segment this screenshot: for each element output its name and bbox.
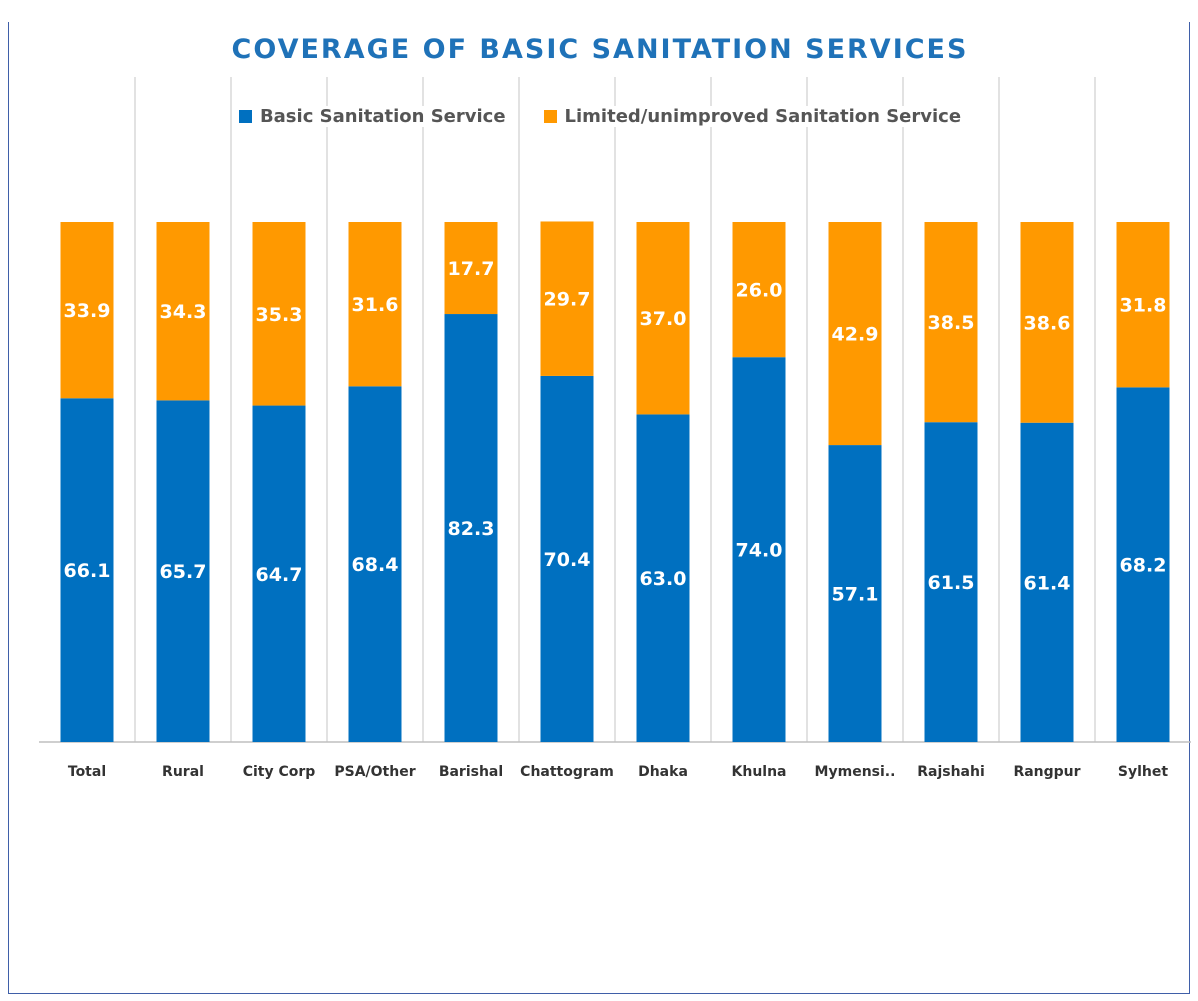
data-label: 68.4 bbox=[352, 554, 399, 576]
category-label: City Corp bbox=[243, 764, 316, 780]
category-label: Chattogram bbox=[520, 764, 614, 780]
data-label: 61.5 bbox=[928, 572, 975, 594]
bar-basic bbox=[828, 445, 882, 742]
data-label: 65.7 bbox=[160, 561, 207, 583]
data-label: 70.4 bbox=[544, 549, 591, 571]
data-label: 31.8 bbox=[1120, 295, 1167, 317]
data-label: 37.0 bbox=[640, 308, 687, 330]
bar-limited bbox=[252, 222, 306, 406]
chart-plot: 66.1 33.9 Total 65.7 34.3 Rural 64.7 35.3 City C… bbox=[39, 77, 1191, 780]
data-label: 33.9 bbox=[64, 300, 111, 322]
bar-basic bbox=[540, 375, 594, 742]
bar-basic bbox=[156, 400, 210, 742]
data-label: 68.2 bbox=[1120, 555, 1167, 577]
bar-limited bbox=[348, 222, 402, 387]
bar-basic bbox=[924, 422, 978, 742]
bar-basic bbox=[60, 398, 114, 742]
data-label: 38.5 bbox=[928, 312, 975, 334]
category-label: Mymensi.. bbox=[815, 764, 896, 780]
legend-swatch-basic bbox=[238, 110, 252, 123]
legend-item-basic: Basic Sanitation Service bbox=[234, 106, 510, 127]
data-label: 66.1 bbox=[64, 560, 111, 582]
bar-limited bbox=[540, 221, 594, 376]
data-label: 61.4 bbox=[1024, 572, 1071, 594]
bar-basic bbox=[732, 357, 786, 742]
bar-limited bbox=[444, 222, 498, 315]
category-label: Total bbox=[68, 764, 106, 780]
bar-limited bbox=[60, 222, 114, 399]
bar-limited bbox=[156, 222, 210, 401]
category-label: Dhaka bbox=[638, 764, 688, 780]
bar-limited bbox=[636, 222, 690, 415]
category-label: PSA/Other bbox=[334, 764, 415, 780]
legend-item-limited: Limited/unimproved Sanitation Service bbox=[539, 106, 966, 127]
bar-basic bbox=[348, 386, 402, 742]
data-label: 17.7 bbox=[448, 258, 495, 280]
category-label: Khulna bbox=[732, 764, 787, 780]
category-label: Barishal bbox=[439, 764, 503, 780]
data-label: 31.6 bbox=[352, 294, 399, 316]
legend-label-limited: Limited/unimproved Sanitation Service bbox=[564, 106, 962, 127]
bar-basic bbox=[252, 405, 306, 742]
legend-swatch-limited bbox=[543, 110, 557, 123]
data-label: 42.9 bbox=[832, 324, 879, 346]
chart-frame: 66.1 33.9 Total 65.7 34.3 Rural 64.7 35.3 City C… bbox=[8, 22, 1191, 994]
data-label: 38.6 bbox=[1024, 312, 1071, 334]
category-label: Rajshahi bbox=[917, 764, 985, 780]
bar-basic bbox=[1020, 422, 1074, 742]
bar-basic bbox=[444, 314, 498, 742]
bar-limited bbox=[1020, 222, 1074, 423]
bar-limited bbox=[924, 222, 978, 423]
data-label: 35.3 bbox=[256, 304, 303, 326]
category-label: Rangpur bbox=[1013, 764, 1080, 780]
category-label: Sylhet bbox=[1118, 764, 1168, 780]
data-label: 34.3 bbox=[160, 301, 207, 323]
legend-label-basic: Basic Sanitation Service bbox=[259, 106, 506, 127]
data-label: 82.3 bbox=[448, 518, 495, 540]
category-label: Rural bbox=[162, 764, 204, 780]
data-label: 26.0 bbox=[736, 280, 783, 302]
bar-basic bbox=[636, 414, 690, 742]
bar-limited bbox=[732, 222, 786, 358]
bar-limited bbox=[828, 222, 882, 446]
data-label: 63.0 bbox=[640, 568, 687, 590]
data-label: 64.7 bbox=[256, 564, 303, 586]
bar-basic bbox=[1116, 387, 1170, 742]
data-label: 74.0 bbox=[736, 540, 783, 562]
bar-limited bbox=[1116, 222, 1170, 388]
data-label: 57.1 bbox=[832, 584, 879, 606]
chart-title: COVERAGE OF BASIC SANITATION SERVICES bbox=[231, 34, 969, 65]
legend: Basic Sanitation Service Limited/unimpro… bbox=[9, 106, 1191, 127]
data-label: 29.7 bbox=[544, 289, 591, 311]
